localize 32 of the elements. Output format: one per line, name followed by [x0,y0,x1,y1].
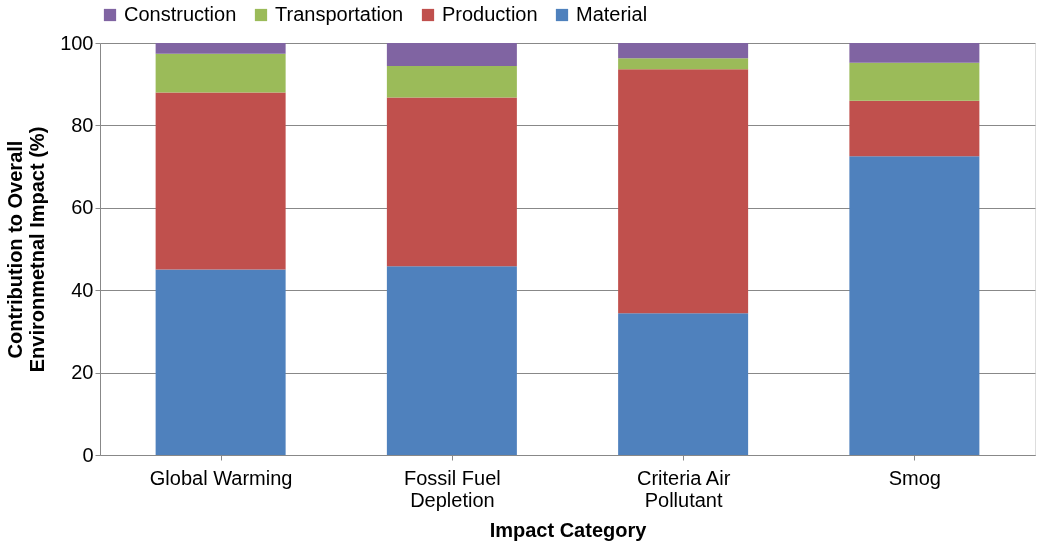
x-axis-title: Impact Category [489,518,648,541]
bar [386,266,517,455]
bar [155,53,286,93]
y-tick-label: 0 [82,443,94,466]
y-tick-label: 100 [60,31,94,54]
y-tick-label: 80 [71,113,94,136]
legend-label: Production [442,3,538,25]
y-tick-label: 20 [71,361,94,384]
bar [849,100,980,157]
bar [386,66,517,98]
bar [155,269,286,455]
bar [155,43,286,54]
y-axis-title: Contribution to Overall Environmetnal Impact (%) [4,126,49,373]
bar [386,43,517,67]
bar [849,43,980,63]
bar [618,69,749,314]
y-tick-label: 40 [71,278,94,301]
bar [618,313,749,455]
bar [618,43,749,59]
legend-label: Material [576,3,648,25]
x-tick-label: Global Warming [149,466,293,489]
bar [849,62,980,101]
x-tick-label: Criteria Air Pollutant [636,466,731,511]
bar [618,58,749,70]
legend-label: Transportation [275,3,404,25]
bar [155,92,286,270]
x-tick-label: Smog [888,466,941,489]
legend-label: Construction [124,3,237,25]
x-tick-label: Fossil Fuel Depletion [404,466,501,511]
y-tick-label: 60 [71,196,94,219]
bar [849,156,980,455]
bar [386,97,517,267]
